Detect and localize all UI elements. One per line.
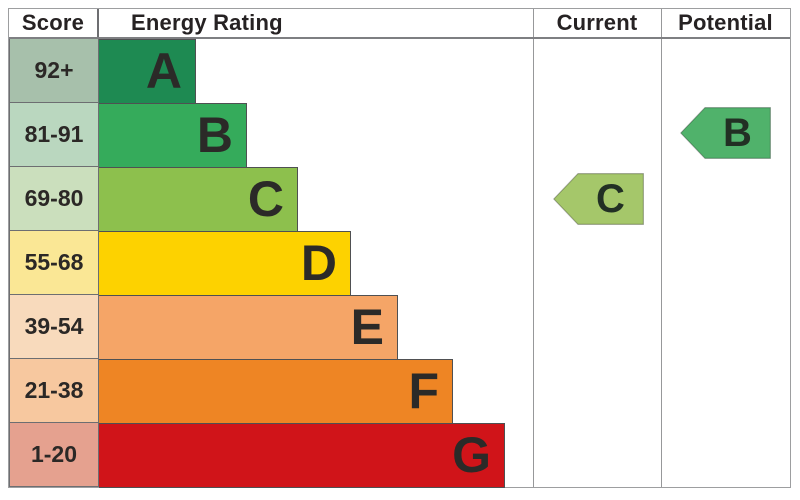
- score-range-e: 39-54: [24, 313, 84, 339]
- score-range-b: 81-91: [24, 121, 84, 147]
- potential-rating-arrow: B: [680, 107, 771, 159]
- rating-letter-d: D: [300, 234, 337, 291]
- band-rows: 92+ A 81-91 B 69-80 C: [9, 39, 533, 488]
- rating-letter-a: A: [145, 42, 182, 99]
- score-range-d: 55-68: [24, 249, 84, 275]
- header-energy-rating: Energy Rating: [131, 10, 283, 35]
- rating-bar-g: G: [99, 423, 505, 488]
- epc-table: Score Energy Rating Current Potential 92…: [8, 8, 791, 488]
- rating-letter-g: G: [452, 426, 491, 483]
- left-arrow-icon: [680, 107, 771, 159]
- score-range-f: 21-38: [24, 377, 84, 403]
- score-cell-b: 81-91: [9, 103, 99, 167]
- band-row-e: 39-54 E: [9, 295, 533, 360]
- divider-current-potential: [661, 9, 662, 487]
- rating-bar-f: F: [99, 359, 453, 424]
- rating-letter-b: B: [196, 106, 233, 163]
- rating-letter-c: C: [247, 170, 284, 227]
- left-arrow-icon: [553, 173, 644, 225]
- rating-bar-a: A: [99, 39, 196, 104]
- current-rating-letter: C: [596, 177, 625, 221]
- rating-bar-e: E: [99, 295, 398, 360]
- header-current: Current: [556, 10, 638, 35]
- band-row-f: 21-38 F: [9, 359, 533, 424]
- header-potential: Potential: [678, 10, 773, 35]
- band-row-b: 81-91 B: [9, 103, 533, 168]
- rating-bar-c: C: [99, 167, 298, 232]
- score-cell-e: 39-54: [9, 295, 99, 359]
- score-range-a: 92+: [34, 57, 74, 83]
- potential-rating-letter: B: [723, 111, 752, 155]
- band-row-c: 69-80 C: [9, 167, 533, 232]
- current-rating-arrow: C: [553, 173, 644, 225]
- divider-rating-current: [533, 9, 534, 487]
- score-cell-f: 21-38: [9, 359, 99, 423]
- rating-letter-e: E: [350, 298, 384, 355]
- rating-letter-f: F: [408, 362, 439, 419]
- score-cell-d: 55-68: [9, 231, 99, 295]
- table-header: Score Energy Rating Current Potential: [9, 9, 790, 39]
- band-row-g: 1-20 G: [9, 423, 533, 488]
- rating-bar-d: D: [99, 231, 351, 296]
- score-cell-c: 69-80: [9, 167, 99, 231]
- score-cell-a: 92+: [9, 39, 99, 103]
- score-range-c: 69-80: [24, 185, 84, 211]
- score-range-g: 1-20: [30, 441, 78, 467]
- header-score: Score: [9, 9, 99, 37]
- band-row-a: 92+ A: [9, 39, 533, 104]
- score-cell-g: 1-20: [9, 423, 99, 487]
- rating-bar-b: B: [99, 103, 247, 168]
- band-row-d: 55-68 D: [9, 231, 533, 296]
